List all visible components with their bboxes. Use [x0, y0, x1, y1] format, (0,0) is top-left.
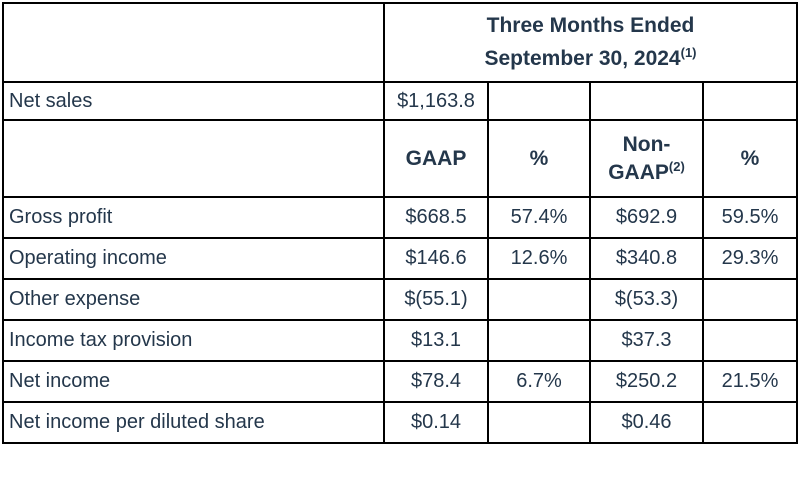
empty-cell — [701, 81, 799, 121]
period-header-row: Three Months Ended September 30, 2024(1) — [2, 2, 799, 83]
non-gaap-value: $37.3 — [589, 319, 704, 362]
column-header-row: GAAP % Non-GAAP(2) % — [2, 119, 799, 198]
footnote-2-marker: (2) — [668, 158, 685, 174]
row-label: Income tax provision — [2, 319, 385, 362]
row-label: Net income per diluted share — [2, 401, 385, 444]
gaap-value: $78.4 — [383, 360, 489, 403]
non-gaap-value: $692.9 — [589, 196, 704, 239]
period-header-cell: Three Months Ended September 30, 2024(1) — [382, 2, 799, 83]
row-label: Gross profit — [2, 196, 385, 239]
gaap-value: $668.5 — [383, 196, 489, 239]
table-row-operating-income: Operating income $146.6 12.6% $340.8 29.… — [2, 237, 799, 280]
gaap-pct-value — [487, 319, 591, 362]
column-header-non-gaap: Non-GAAP(2) — [589, 119, 704, 198]
empty-cell — [2, 119, 385, 198]
footnote-1-marker: (1) — [680, 44, 697, 60]
gaap-value: $(55.1) — [383, 278, 489, 321]
column-header-gaap-pct: % — [487, 119, 591, 198]
row-label: Operating income — [2, 237, 385, 280]
gaap-pct-value — [487, 278, 591, 321]
net-sales-row: Net sales $1,163.8 — [2, 81, 799, 121]
non-gaap-pct-value: 59.5% — [701, 196, 799, 239]
empty-cell — [589, 81, 704, 121]
table-row-net-income-per-diluted-share: Net income per diluted share $0.14 $0.46 — [2, 401, 799, 444]
table-row-other-expense: Other expense $(55.1) $(53.3) — [2, 278, 799, 321]
period-line1: Three Months Ended — [486, 13, 695, 37]
table-row-gross-profit: Gross profit $668.5 57.4% $692.9 59.5% — [2, 196, 799, 239]
gaap-pct-value: 12.6% — [487, 237, 591, 280]
gaap-value: $13.1 — [383, 319, 489, 362]
table-row-net-income: Net income $78.4 6.7% $250.2 21.5% — [2, 360, 799, 403]
gaap-pct-value: 57.4% — [487, 196, 591, 239]
gaap-pct-value: 6.7% — [487, 360, 591, 403]
non-gaap-value: $250.2 — [589, 360, 704, 403]
row-label: Net income — [2, 360, 385, 403]
gaap-value: $146.6 — [383, 237, 489, 280]
row-label: Other expense — [2, 278, 385, 321]
non-gaap-pct-value — [701, 278, 799, 321]
non-gaap-pct-value — [701, 319, 799, 362]
non-gaap-pct-value — [701, 401, 799, 444]
non-gaap-pct-value: 29.3% — [701, 237, 799, 280]
financial-results-table: Three Months Ended September 30, 2024(1)… — [2, 2, 799, 444]
net-sales-label: Net sales — [2, 81, 385, 121]
non-gaap-pct-value: 21.5% — [701, 360, 799, 403]
table-row-income-tax-provision: Income tax provision $13.1 $37.3 — [2, 319, 799, 362]
non-gaap-value: $340.8 — [589, 237, 704, 280]
net-sales-value: $1,163.8 — [383, 81, 489, 121]
column-header-gaap: GAAP — [383, 119, 489, 198]
non-gaap-value: $0.46 — [589, 401, 704, 444]
gaap-value: $0.14 — [383, 401, 489, 444]
gaap-pct-value — [487, 401, 591, 444]
empty-cell — [487, 81, 591, 121]
corner-empty-cell — [2, 2, 385, 83]
non-gaap-value: $(53.3) — [589, 278, 704, 321]
column-header-non-gaap-pct: % — [701, 119, 799, 198]
period-line2: September 30, 2024(1) — [484, 44, 697, 70]
